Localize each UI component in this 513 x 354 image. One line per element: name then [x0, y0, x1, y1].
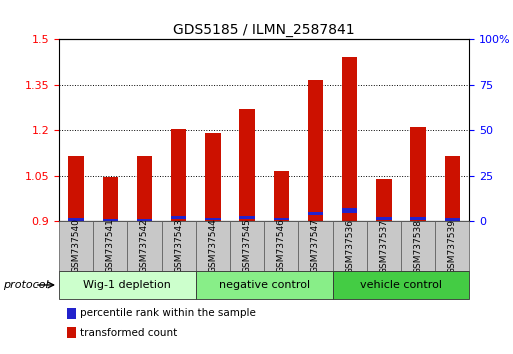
- Bar: [171, 129, 186, 221]
- Bar: [342, 208, 358, 213]
- Bar: [68, 156, 84, 221]
- FancyBboxPatch shape: [264, 221, 299, 271]
- Text: GSM737547: GSM737547: [311, 218, 320, 274]
- Text: GSM737536: GSM737536: [345, 218, 354, 274]
- Bar: [205, 133, 221, 221]
- Bar: [103, 177, 118, 221]
- Bar: [137, 156, 152, 221]
- Text: GSM737538: GSM737538: [413, 218, 423, 274]
- FancyBboxPatch shape: [230, 221, 264, 271]
- FancyBboxPatch shape: [162, 221, 196, 271]
- Text: GSM737541: GSM737541: [106, 218, 115, 274]
- FancyBboxPatch shape: [332, 221, 367, 271]
- Bar: [376, 217, 391, 220]
- Text: percentile rank within the sample: percentile rank within the sample: [80, 308, 256, 318]
- Text: GSM737543: GSM737543: [174, 218, 183, 274]
- Bar: [410, 127, 426, 221]
- Bar: [445, 218, 460, 221]
- Text: GSM737546: GSM737546: [277, 218, 286, 274]
- Text: vehicle control: vehicle control: [360, 280, 442, 290]
- FancyBboxPatch shape: [59, 221, 93, 271]
- Bar: [273, 171, 289, 221]
- Text: protocol: protocol: [3, 280, 48, 290]
- Bar: [103, 219, 118, 222]
- Text: GSM737545: GSM737545: [243, 218, 251, 274]
- Bar: [342, 57, 358, 221]
- Bar: [376, 179, 391, 221]
- Text: negative control: negative control: [219, 280, 310, 290]
- Bar: [445, 156, 460, 221]
- FancyBboxPatch shape: [93, 221, 127, 271]
- FancyBboxPatch shape: [401, 221, 435, 271]
- Text: GSM737540: GSM737540: [72, 218, 81, 274]
- Text: GSM737544: GSM737544: [208, 219, 218, 273]
- FancyBboxPatch shape: [196, 271, 332, 299]
- Bar: [308, 80, 323, 221]
- Bar: [137, 219, 152, 221]
- FancyBboxPatch shape: [332, 271, 469, 299]
- Bar: [240, 216, 255, 219]
- Bar: [205, 218, 221, 220]
- Bar: [410, 217, 426, 220]
- Text: transformed count: transformed count: [80, 328, 177, 338]
- FancyBboxPatch shape: [435, 221, 469, 271]
- Title: GDS5185 / ILMN_2587841: GDS5185 / ILMN_2587841: [173, 23, 355, 36]
- Text: Wig-1 depletion: Wig-1 depletion: [84, 280, 171, 290]
- FancyBboxPatch shape: [196, 221, 230, 271]
- FancyBboxPatch shape: [367, 221, 401, 271]
- Text: GSM737537: GSM737537: [380, 218, 388, 274]
- Bar: [68, 218, 84, 221]
- Text: GSM737539: GSM737539: [448, 218, 457, 274]
- FancyBboxPatch shape: [127, 221, 162, 271]
- Bar: [171, 216, 186, 219]
- Text: GSM737542: GSM737542: [140, 219, 149, 273]
- Bar: [273, 218, 289, 220]
- FancyBboxPatch shape: [59, 271, 196, 299]
- FancyBboxPatch shape: [299, 221, 332, 271]
- Bar: [240, 109, 255, 221]
- Bar: [308, 212, 323, 215]
